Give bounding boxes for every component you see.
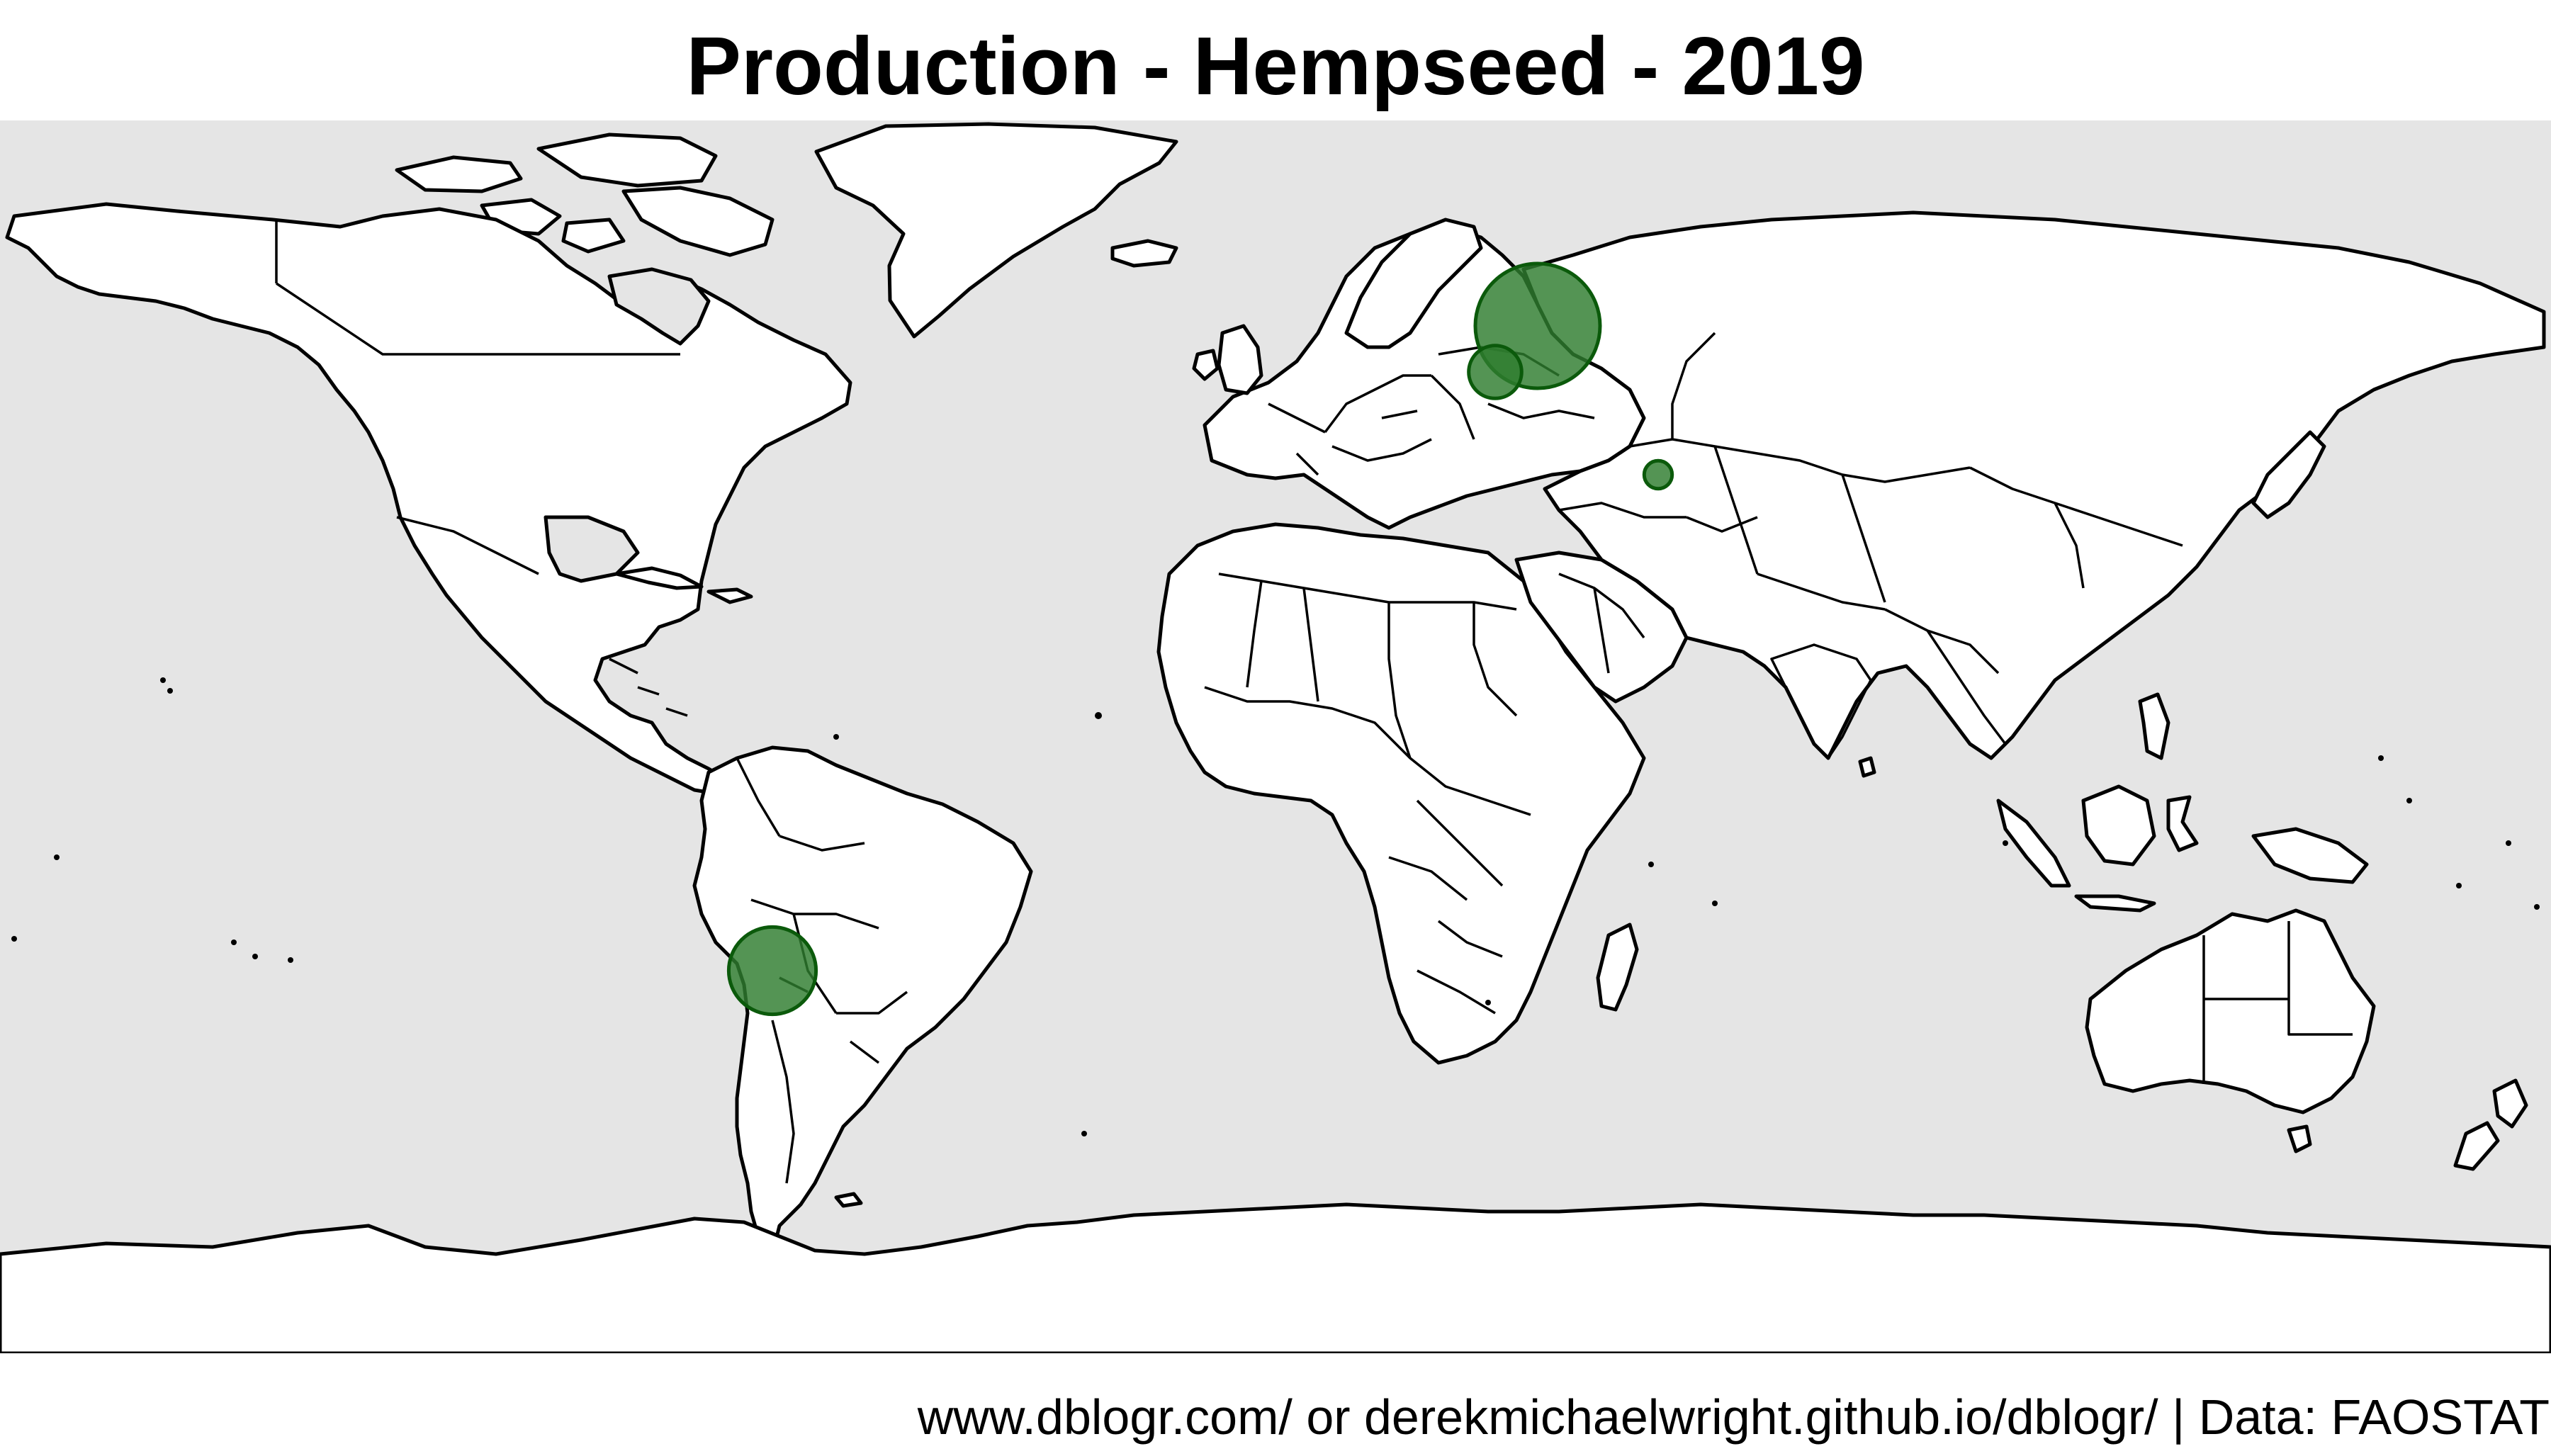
arabia-borders <box>1558 572 1645 674</box>
falkland-islands <box>834 1192 863 1208</box>
source-caption: www.dblogr.com/ or derekmichaelwright.gi… <box>917 1389 2550 1445</box>
tasmania <box>2287 1124 2312 1153</box>
new-zealand-south <box>2453 1121 2500 1171</box>
map-canvas <box>0 120 2551 1353</box>
production-bubble-3 <box>1642 458 1674 491</box>
islet-dot <box>252 954 258 959</box>
islet-dot <box>54 854 60 860</box>
iceland <box>1110 239 1178 268</box>
islet-dot <box>2456 883 2462 888</box>
asia-borders <box>1558 332 2183 745</box>
madagascar <box>1596 922 1639 1012</box>
scandinavia-shape <box>1344 218 1483 349</box>
arctic-island <box>395 155 523 193</box>
us-mexico-border <box>396 516 539 575</box>
borneo <box>2081 784 2156 867</box>
australia-shape <box>2085 908 2376 1114</box>
arctic-island <box>621 186 775 257</box>
islet-dot <box>2506 840 2511 846</box>
world-map <box>0 120 2551 1353</box>
australia-borders <box>2202 921 2353 1084</box>
islet-dot <box>160 677 166 683</box>
africa-shape <box>1156 522 1646 1065</box>
islet-dot <box>1712 901 1718 906</box>
arctic-island <box>561 218 626 254</box>
islet-dot <box>11 936 17 942</box>
canada-us-border <box>275 220 680 356</box>
caribbean-island <box>706 587 753 604</box>
islet-dot <box>1485 1000 1491 1005</box>
new-guinea <box>2251 827 2369 884</box>
production-bubble-4 <box>726 925 818 1017</box>
chart-title: Production - Hempseed - 2019 <box>686 20 1865 112</box>
ireland <box>1192 349 1220 381</box>
islet-dot <box>167 688 173 694</box>
arctic-island <box>536 132 718 188</box>
sri-lanka <box>1858 756 1876 778</box>
landmasses <box>0 122 2551 1353</box>
philippines <box>2138 692 2170 760</box>
caribbean-island <box>614 566 704 590</box>
islet-dot <box>288 957 293 963</box>
africa-borders <box>1204 572 1531 1015</box>
india-border <box>1770 643 1872 760</box>
antarctica-shape <box>0 1202 2551 1353</box>
greenland-shape <box>814 122 1178 339</box>
sulawesi <box>2166 795 2199 852</box>
japan <box>2251 430 2326 519</box>
new-zealand-north <box>2492 1078 2528 1129</box>
small-islands <box>11 677 2540 1136</box>
islet-dot <box>1648 862 1654 867</box>
islet-dot <box>1081 1131 1087 1136</box>
islet-dot <box>2406 798 2412 803</box>
production-bubbles <box>726 261 1674 1017</box>
production-bubble-2 <box>1467 344 1524 400</box>
islet-dot <box>231 939 237 945</box>
islet-dot <box>2003 840 2008 846</box>
great-britain <box>1217 324 1263 395</box>
islet-dot <box>2534 904 2540 910</box>
sumatra <box>1996 798 2071 888</box>
islet-dot <box>1095 712 1102 719</box>
islet-dot <box>2378 755 2384 761</box>
java <box>2074 894 2156 913</box>
islet-dot <box>833 734 839 740</box>
hudson-bay <box>607 267 711 346</box>
central-america-borders <box>609 658 688 717</box>
